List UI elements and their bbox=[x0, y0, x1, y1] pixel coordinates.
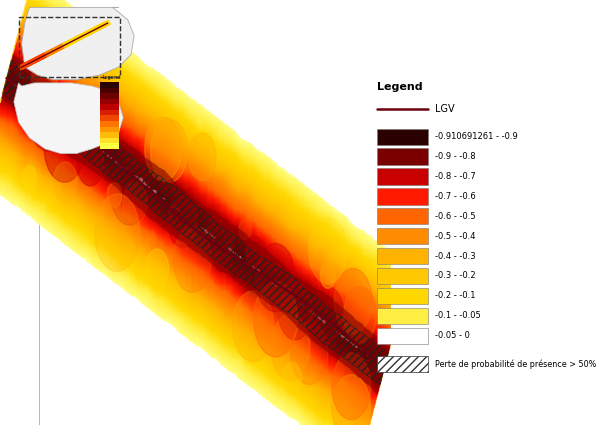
Bar bbox=[377, 356, 428, 372]
Circle shape bbox=[306, 314, 319, 337]
Circle shape bbox=[282, 363, 301, 395]
Circle shape bbox=[239, 219, 251, 240]
Bar bbox=[377, 188, 428, 204]
Circle shape bbox=[271, 314, 310, 381]
Circle shape bbox=[28, 80, 69, 151]
Circle shape bbox=[44, 112, 85, 182]
Bar bbox=[377, 129, 428, 145]
Circle shape bbox=[53, 162, 77, 202]
Circle shape bbox=[78, 71, 93, 98]
Circle shape bbox=[145, 117, 182, 181]
Text: -0.7 - -0.6: -0.7 - -0.6 bbox=[435, 192, 475, 201]
Text: -0.6 - -0.5: -0.6 - -0.5 bbox=[435, 212, 475, 221]
Circle shape bbox=[233, 291, 273, 362]
Circle shape bbox=[278, 281, 313, 340]
Circle shape bbox=[245, 236, 263, 267]
Circle shape bbox=[320, 263, 335, 288]
Text: LGV: LGV bbox=[435, 104, 454, 114]
Polygon shape bbox=[0, 0, 409, 425]
Circle shape bbox=[205, 215, 234, 265]
Bar bbox=[377, 288, 428, 304]
Circle shape bbox=[344, 287, 376, 343]
Circle shape bbox=[188, 133, 216, 181]
Circle shape bbox=[94, 194, 140, 272]
Text: -0.3 - -0.2: -0.3 - -0.2 bbox=[435, 272, 475, 280]
Text: Legend: Legend bbox=[103, 75, 121, 80]
Circle shape bbox=[111, 159, 149, 225]
Bar bbox=[377, 168, 428, 185]
Text: -0.4 - -0.3: -0.4 - -0.3 bbox=[435, 252, 475, 261]
Bar bbox=[19, 17, 120, 76]
Circle shape bbox=[308, 218, 347, 283]
Circle shape bbox=[332, 353, 371, 420]
Text: -0.910691261 - -0.9: -0.910691261 - -0.9 bbox=[435, 132, 517, 141]
Circle shape bbox=[168, 197, 197, 247]
Bar bbox=[377, 328, 428, 344]
Circle shape bbox=[285, 275, 304, 308]
Circle shape bbox=[123, 182, 147, 223]
Bar bbox=[377, 208, 428, 224]
Circle shape bbox=[255, 244, 295, 312]
Circle shape bbox=[91, 94, 105, 116]
Bar bbox=[377, 228, 428, 244]
Circle shape bbox=[173, 227, 212, 292]
Circle shape bbox=[332, 375, 370, 425]
Bar bbox=[377, 248, 428, 264]
Text: -0.2 - -0.1: -0.2 - -0.1 bbox=[435, 292, 475, 300]
Polygon shape bbox=[14, 83, 123, 154]
Text: -0.1 - -0.05: -0.1 - -0.05 bbox=[435, 311, 481, 320]
Bar bbox=[377, 268, 428, 284]
Circle shape bbox=[254, 281, 297, 357]
Text: -0.8 - -0.7: -0.8 - -0.7 bbox=[435, 172, 475, 181]
Circle shape bbox=[151, 119, 188, 182]
Circle shape bbox=[94, 117, 108, 140]
Polygon shape bbox=[22, 7, 134, 80]
Circle shape bbox=[145, 249, 169, 289]
Text: -0.05 - 0: -0.05 - 0 bbox=[435, 331, 470, 340]
Polygon shape bbox=[1, 53, 389, 395]
Circle shape bbox=[23, 166, 37, 189]
Bar bbox=[377, 308, 428, 324]
Circle shape bbox=[291, 321, 328, 385]
Circle shape bbox=[32, 55, 57, 99]
Circle shape bbox=[18, 88, 32, 110]
Text: Perte de probabilité de présence > 50%: Perte de probabilité de présence > 50% bbox=[435, 359, 596, 368]
Circle shape bbox=[77, 140, 103, 186]
Bar bbox=[377, 148, 428, 165]
Text: Legend: Legend bbox=[377, 82, 423, 92]
Text: -0.5 - -0.4: -0.5 - -0.4 bbox=[435, 232, 475, 241]
Circle shape bbox=[334, 269, 372, 334]
Circle shape bbox=[107, 183, 121, 208]
Circle shape bbox=[83, 85, 97, 109]
Circle shape bbox=[310, 286, 344, 345]
Text: -0.9 - -0.8: -0.9 - -0.8 bbox=[435, 152, 475, 161]
